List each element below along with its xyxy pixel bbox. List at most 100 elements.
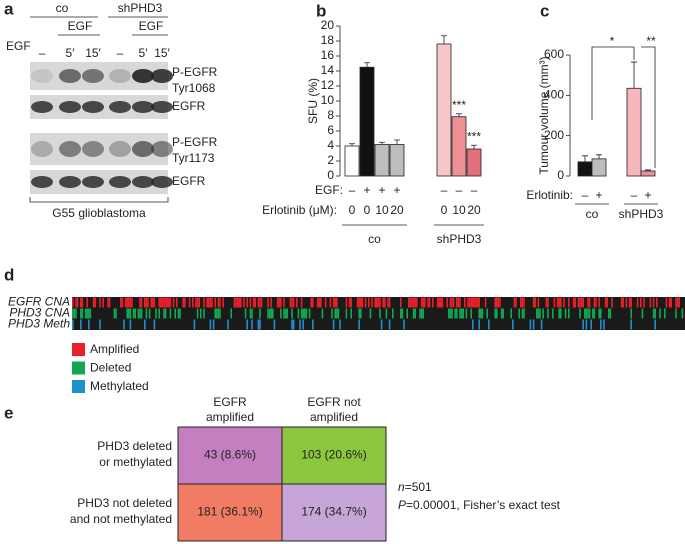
bar: [627, 88, 641, 176]
stripe: [381, 320, 383, 330]
stripe: [333, 298, 335, 308]
stripe: [152, 298, 154, 308]
stripe: [304, 309, 306, 319]
egf-label: EGF: [68, 19, 93, 33]
stripe: [82, 309, 84, 319]
stripe: [563, 298, 565, 308]
group-label: co: [56, 1, 69, 15]
lane-label: 5′: [66, 46, 76, 60]
stripe: [360, 309, 362, 319]
stripe: [587, 309, 589, 319]
stripe: [163, 309, 165, 319]
stripe: [200, 309, 202, 319]
stripe: [346, 298, 348, 308]
panel-letter: e: [4, 403, 13, 422]
cell-text: 181 (36.1%): [197, 505, 262, 519]
stripe: [301, 309, 303, 319]
row-header: and not methylated: [70, 512, 172, 526]
stripe: [554, 298, 556, 308]
stripe: [523, 309, 525, 319]
condition-label: +: [595, 188, 602, 202]
stripe: [560, 309, 562, 319]
track-label: PHD3 Meth: [8, 317, 70, 331]
stripe: [480, 309, 482, 319]
stripe: [174, 309, 176, 319]
stripe: [451, 298, 453, 308]
stripe: [134, 309, 136, 319]
stripe: [179, 309, 181, 319]
band: [132, 141, 154, 157]
stripe: [168, 298, 170, 308]
stripe: [589, 298, 591, 308]
band: [109, 101, 131, 113]
stripe: [542, 309, 544, 319]
condition-label: –: [441, 183, 448, 197]
bar: [360, 67, 374, 176]
stripe: [442, 298, 444, 308]
band: [59, 176, 81, 188]
stripe: [482, 309, 484, 319]
stripe: [659, 309, 661, 319]
stripe: [386, 309, 388, 319]
stripe: [448, 309, 450, 319]
stripe: [403, 320, 405, 330]
stripe: [270, 298, 272, 308]
stripe: [552, 309, 554, 319]
stripe: [515, 298, 517, 308]
stripe: [251, 320, 253, 330]
stripe: [587, 298, 589, 308]
stripe: [446, 298, 448, 308]
lane-label: 15′: [154, 46, 170, 60]
stripe: [437, 298, 439, 308]
stripe: [290, 298, 292, 308]
error-bar: [631, 62, 637, 88]
stripe: [538, 309, 540, 319]
stripe: [382, 298, 384, 308]
stripe: [198, 298, 200, 308]
stripe: [485, 298, 487, 308]
stripe: [498, 298, 500, 308]
stripe: [392, 309, 394, 319]
stripe: [154, 298, 156, 308]
significance: **: [646, 34, 656, 48]
error-bar: [456, 114, 462, 117]
stripe: [520, 298, 522, 308]
stripe: [510, 309, 512, 319]
stripe: [114, 309, 116, 319]
band: [31, 101, 53, 113]
stripe: [330, 298, 332, 308]
stripe: [579, 298, 581, 308]
condition-label: 10: [452, 203, 466, 217]
stripe: [246, 320, 248, 330]
stripe: [414, 309, 416, 319]
stripe: [560, 298, 562, 308]
stripe: [147, 298, 149, 308]
row-label: EGF: [6, 39, 31, 53]
cell-text: 43 (8.6%): [204, 448, 256, 462]
stripe: [595, 298, 597, 308]
stripe: [325, 298, 327, 308]
stripe: [675, 298, 677, 308]
stripe: [302, 320, 304, 330]
band: [82, 69, 104, 83]
legend-label: Deleted: [90, 361, 131, 375]
bracket: [30, 197, 168, 202]
stripe: [144, 298, 146, 308]
panel-letter: d: [4, 265, 14, 284]
stripe: [141, 298, 143, 308]
stripe: [85, 309, 87, 319]
band: [82, 141, 104, 157]
stripe: [450, 298, 452, 308]
track: [72, 319, 685, 330]
stripe: [80, 320, 82, 330]
group-label: co: [368, 232, 381, 246]
error-bar: [471, 145, 477, 149]
bar: [437, 44, 451, 176]
stripe: [459, 309, 461, 319]
stripe: [259, 320, 261, 330]
stripe: [478, 298, 480, 308]
stripe: [298, 309, 300, 319]
band: [132, 69, 154, 83]
stripe: [475, 298, 477, 308]
